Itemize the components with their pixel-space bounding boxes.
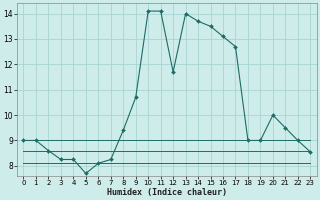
X-axis label: Humidex (Indice chaleur): Humidex (Indice chaleur) [107,188,227,197]
